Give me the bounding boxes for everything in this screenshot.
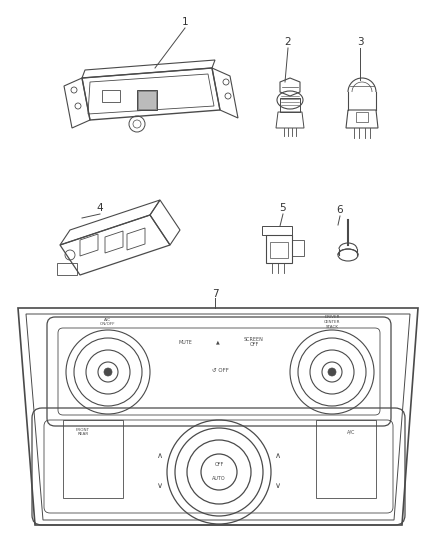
Circle shape bbox=[104, 368, 112, 376]
Text: ∨: ∨ bbox=[275, 481, 281, 489]
Bar bbox=[57, 263, 77, 275]
Bar bbox=[270, 242, 288, 258]
Text: ∧: ∧ bbox=[157, 450, 163, 459]
Text: A/C
ON/OFF: A/C ON/OFF bbox=[100, 318, 116, 326]
Text: ↺ OFF: ↺ OFF bbox=[212, 367, 229, 373]
Text: ∨: ∨ bbox=[157, 481, 163, 489]
Bar bbox=[139, 92, 155, 108]
Bar bbox=[266, 235, 292, 263]
Bar bbox=[102, 90, 120, 102]
Text: 4: 4 bbox=[97, 203, 103, 213]
Text: 7: 7 bbox=[212, 289, 218, 299]
Circle shape bbox=[328, 368, 336, 376]
Text: A/C: A/C bbox=[347, 430, 355, 434]
Text: 2: 2 bbox=[285, 37, 291, 47]
Text: MUTE: MUTE bbox=[178, 340, 192, 344]
Text: SCREEN
OFF: SCREEN OFF bbox=[244, 337, 264, 348]
Text: AUTO: AUTO bbox=[212, 477, 226, 481]
Bar bbox=[63, 420, 123, 498]
Text: OFF: OFF bbox=[214, 463, 224, 467]
Bar bbox=[292, 240, 304, 256]
Bar bbox=[316, 420, 376, 498]
Text: ∧: ∧ bbox=[275, 450, 281, 459]
Bar bbox=[356, 112, 368, 122]
Text: 3: 3 bbox=[357, 37, 363, 47]
Bar bbox=[280, 98, 300, 112]
Text: 5: 5 bbox=[280, 203, 286, 213]
Text: FRONT
REAR: FRONT REAR bbox=[76, 427, 90, 437]
Text: 6: 6 bbox=[337, 205, 343, 215]
Bar bbox=[137, 90, 157, 110]
Text: ▲: ▲ bbox=[216, 340, 220, 344]
Text: 1: 1 bbox=[182, 17, 188, 27]
Text: DRIVER
CENTER
STACK: DRIVER CENTER STACK bbox=[324, 316, 340, 329]
